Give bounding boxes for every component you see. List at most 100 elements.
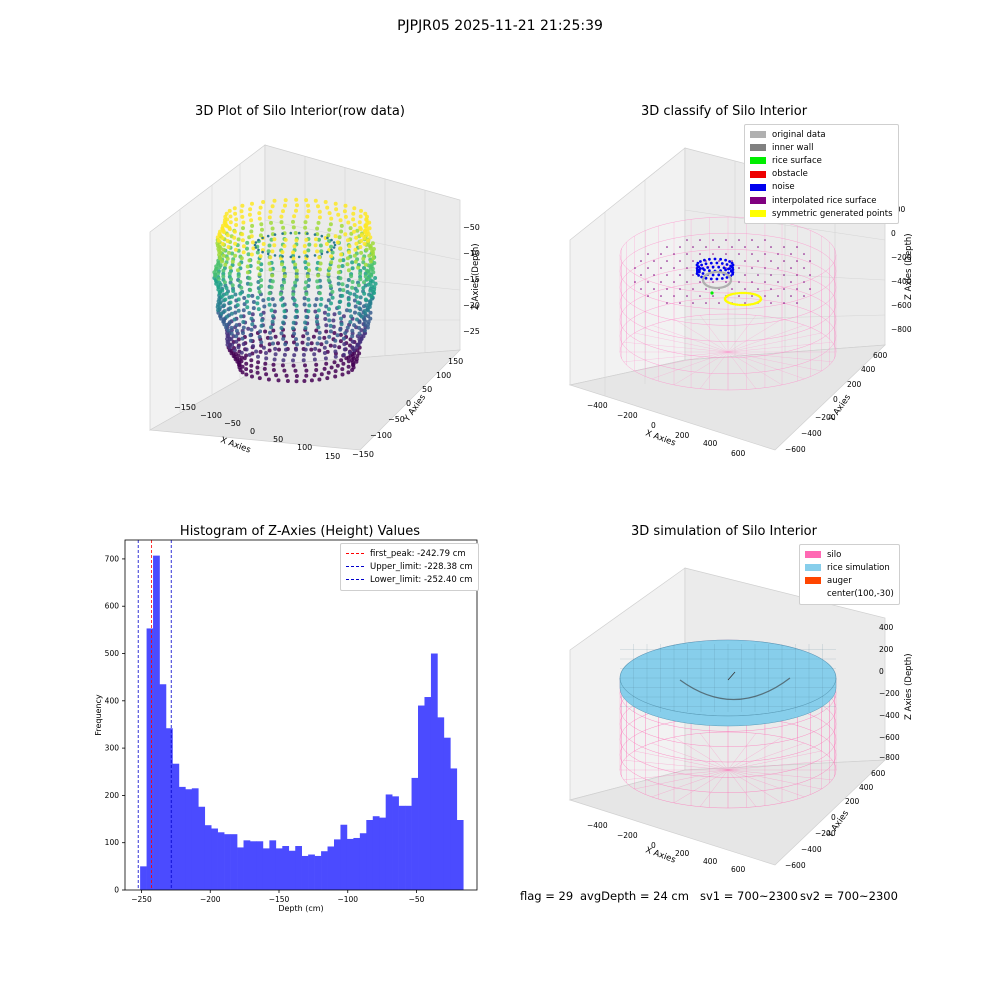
- p1-point: [328, 222, 333, 227]
- p2-interp-point: [725, 253, 727, 255]
- p1-point: [338, 218, 343, 223]
- p1-point: [372, 291, 377, 295]
- p1-point: [280, 286, 285, 291]
- p1-point: [365, 221, 370, 226]
- p1-point: [318, 243, 323, 248]
- p1-point: [254, 349, 259, 354]
- p1-point: [242, 296, 247, 300]
- p2-interp-point: [679, 302, 681, 304]
- p2-symmetric-point: [745, 291, 748, 295]
- p1-point: [223, 262, 228, 267]
- p2-interp-point: [809, 288, 811, 290]
- p1-point: [317, 209, 322, 214]
- p2-interp-point: [647, 281, 649, 283]
- p1-point: [359, 208, 363, 213]
- p2-noise-point: [713, 257, 717, 261]
- p1-point: [267, 302, 272, 307]
- p1-point: [244, 347, 249, 352]
- p2-noise-point: [709, 261, 713, 265]
- p1-point: [350, 334, 355, 339]
- p1-point: [222, 230, 226, 235]
- hist-bar: [191, 788, 199, 890]
- p1-point: [366, 238, 370, 243]
- p1-point: [313, 346, 318, 351]
- p1-point: [358, 245, 363, 249]
- p1-point: [277, 347, 281, 352]
- p4-xtick-0: −400: [587, 821, 608, 830]
- p4-silo-spoke: [727, 742, 805, 771]
- p2-interp-point: [796, 246, 798, 248]
- p2-ytick-0: −600: [785, 445, 806, 454]
- p1-point: [260, 227, 264, 232]
- p1-point: [224, 211, 229, 216]
- p4-silo-spoke: [673, 769, 729, 804]
- p1-point: [371, 247, 376, 251]
- p2-silo-spoke: [727, 324, 805, 353]
- p1-point: [303, 326, 308, 330]
- p2-interp-point: [751, 239, 753, 241]
- p1-point: [272, 303, 277, 308]
- p1-point: [272, 198, 277, 203]
- p1-point: [238, 280, 243, 284]
- p2-ztick-1: 0: [891, 229, 896, 238]
- p1-point: [259, 312, 263, 317]
- p1-point: [304, 373, 309, 378]
- p1-point: [301, 358, 306, 363]
- p3-legend-label: Upper_limit: -228.38 cm: [370, 561, 473, 572]
- hist-bar: [198, 806, 206, 890]
- p1-point: [224, 291, 229, 296]
- p1-point: [357, 337, 362, 342]
- p1-point: [315, 341, 320, 346]
- p1-point: [241, 226, 245, 231]
- figure-title: PJPJR05 2025-11-21 21:25:39: [397, 18, 603, 34]
- hist-xtick-label: −200: [200, 895, 221, 904]
- p1-point: [358, 227, 363, 232]
- p1-point: [217, 296, 222, 301]
- p2-interp-point: [712, 295, 714, 297]
- p1-point: [309, 378, 314, 383]
- p1-point: [271, 314, 275, 319]
- p1-point: [346, 303, 351, 308]
- p1-point: [356, 300, 360, 305]
- p1-point: [264, 351, 268, 355]
- p1-point: [302, 250, 307, 255]
- p1-point: [328, 343, 333, 348]
- p1-point: [218, 282, 223, 287]
- p2-ytick-4: 200: [847, 380, 862, 389]
- p1-point: [268, 330, 272, 335]
- hist-bar: [256, 841, 264, 890]
- p1-point: [273, 233, 277, 236]
- p1-point: [328, 284, 333, 288]
- p2-silo-spoke: [727, 351, 822, 372]
- p2-interp-point: [647, 295, 649, 297]
- p1-point: [359, 250, 364, 255]
- p1-point: [325, 376, 330, 381]
- p2-noise-point: [700, 263, 703, 267]
- p1-point: [250, 374, 254, 379]
- p2-xtick-5: 600: [731, 449, 746, 458]
- p1-point: [279, 214, 284, 219]
- p2-interp-point: [809, 260, 811, 262]
- p1-point: [358, 271, 363, 276]
- p1-point: [242, 356, 247, 361]
- p1-point: [342, 209, 347, 214]
- p1-point: [332, 360, 337, 365]
- p1-point: [346, 278, 351, 282]
- p2-interp-point: [712, 239, 714, 241]
- p2-interp-point: [803, 253, 805, 255]
- p4-xtick-2: 0: [651, 841, 656, 850]
- p1-point: [359, 233, 364, 238]
- p1-point: [241, 308, 246, 313]
- p1-point: [248, 282, 253, 287]
- p1-point: [306, 284, 311, 288]
- p2-silo-spoke: [673, 318, 729, 353]
- hist-bar: [178, 786, 186, 890]
- hist-ylabel: Frequency: [94, 694, 103, 736]
- p1-point: [221, 223, 225, 228]
- p1-point: [295, 342, 299, 347]
- p1-point: [341, 288, 346, 293]
- p1-point: [365, 325, 370, 330]
- hist-bar: [140, 866, 147, 890]
- p2-interp-point: [686, 267, 688, 269]
- p2-interp-point: [686, 295, 688, 297]
